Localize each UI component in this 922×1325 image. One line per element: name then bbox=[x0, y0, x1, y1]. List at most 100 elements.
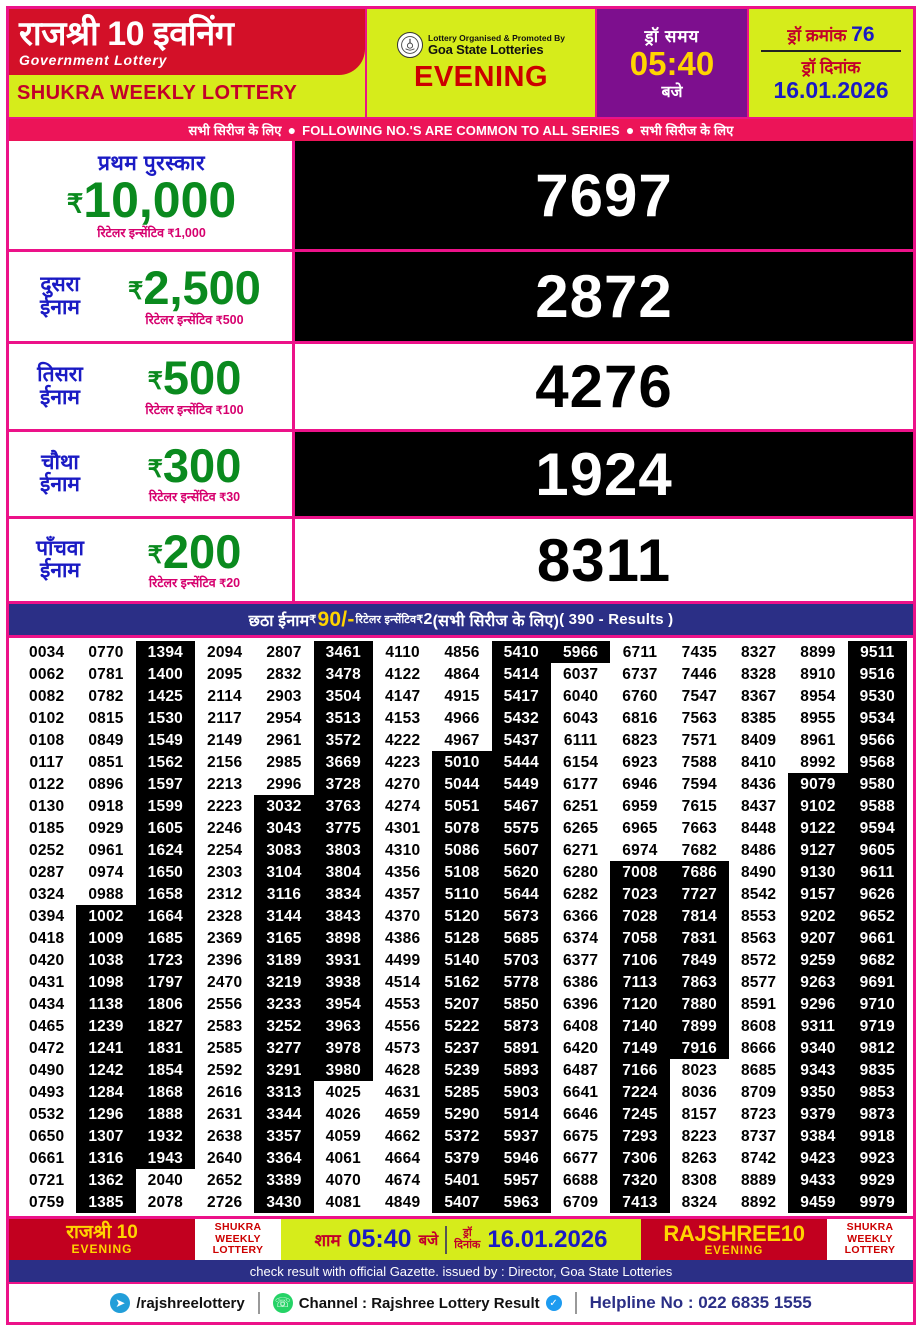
grid-number-cell: 5449 bbox=[491, 773, 551, 795]
prize-third-amount: ₹500 bbox=[148, 354, 242, 401]
prize-first-incentive: रिटेलर इन्सेंटिव ₹1,000 bbox=[97, 224, 206, 241]
grid-number-cell: 9691 bbox=[847, 971, 907, 993]
grid-number-cell: 9682 bbox=[847, 949, 907, 971]
grid-number-cell: 2807 bbox=[254, 641, 314, 663]
grid-number-cell: 6265 bbox=[550, 817, 611, 839]
grid-number-cell: 3572 bbox=[313, 729, 373, 751]
grid-number-cell: 6374 bbox=[550, 927, 611, 949]
grid-number-cell: 8542 bbox=[728, 883, 789, 905]
grid-number-cell: 3843 bbox=[313, 905, 373, 927]
grid-number-cell: 9918 bbox=[847, 1125, 907, 1147]
grid-number-cell: 6154 bbox=[550, 751, 611, 773]
result-card: राजश्री 10 इवनिंग Government Lottery SHU… bbox=[6, 6, 916, 1325]
grid-number-cell: 1549 bbox=[135, 729, 195, 751]
grid-number-cell: 8737 bbox=[728, 1125, 789, 1147]
goa-organiser-row: Lottery Organised & Promoted By Goa Stat… bbox=[397, 32, 565, 58]
grid-number-cell: 9710 bbox=[847, 993, 907, 1015]
grid-number-cell: 8591 bbox=[728, 993, 789, 1015]
grid-row: 0062 0781 1400 2095 2832 3478 4122 4864 5414 6037… bbox=[17, 663, 907, 685]
grid-row: 0418 1009 1685 2369 3165 3898 4386 5128 5685 6374… bbox=[17, 927, 907, 949]
grid-number-cell: 7413 bbox=[610, 1191, 670, 1213]
grid-number-cell: 2213 bbox=[194, 773, 255, 795]
header-brand-block: राजश्री 10 इवनिंग Government Lottery SHU… bbox=[9, 9, 365, 117]
grid-number-cell: 0062 bbox=[17, 663, 77, 685]
grid-number-cell: 1394 bbox=[135, 641, 195, 663]
grid-number-cell: 1009 bbox=[76, 927, 136, 949]
footer-right-weekly-l1: SHUKRA bbox=[846, 1220, 894, 1233]
grid-number-cell: 8685 bbox=[728, 1059, 789, 1081]
grid-number-cell: 3461 bbox=[313, 641, 373, 663]
grid-number-cell: 4222 bbox=[372, 729, 433, 751]
grid-number-cell: 0034 bbox=[17, 641, 77, 663]
evening-label: EVENING bbox=[413, 61, 549, 93]
grid-number-cell: 9202 bbox=[788, 905, 848, 927]
grid-number-cell: 5162 bbox=[432, 971, 492, 993]
grid-number-cell: 6386 bbox=[550, 971, 611, 993]
telegram-link[interactable]: ➤ /rajshreelottery bbox=[110, 1293, 245, 1313]
grid-number-cell: 9263 bbox=[788, 971, 848, 993]
grid-number-cell: 0465 bbox=[17, 1015, 77, 1037]
grid-number-cell: 1943 bbox=[135, 1147, 195, 1169]
grid-number-cell: 0418 bbox=[17, 927, 77, 949]
grid-number-cell: 4553 bbox=[372, 993, 433, 1015]
grid-number-cell: 2903 bbox=[254, 685, 314, 707]
whatsapp-link[interactable]: ☏ Channel : Rajshree Lottery Result ✓ bbox=[272, 1293, 562, 1313]
grid-number-cell: 6675 bbox=[550, 1125, 611, 1147]
grid-number-cell: 1658 bbox=[135, 883, 195, 905]
grid-number-cell: 3728 bbox=[313, 773, 373, 795]
grid-number-cell: 4386 bbox=[372, 927, 433, 949]
grid-number-cell: 9511 bbox=[847, 641, 907, 663]
prize-row-first: प्रथम पुरस्कार ₹10,000 रिटेलर इन्सेंटिव … bbox=[9, 141, 913, 249]
grid-number-cell: 6282 bbox=[550, 883, 611, 905]
grid-number-cell: 1530 bbox=[135, 707, 195, 729]
grid-number-cell: 6040 bbox=[550, 685, 611, 707]
grid-number-cell: 4070 bbox=[313, 1169, 373, 1191]
grid-number-cell: 5051 bbox=[432, 795, 492, 817]
common-banner-left-hi: सभी सिरीज के लिए bbox=[188, 123, 282, 138]
grid-number-cell: 8955 bbox=[788, 707, 848, 729]
grid-number-cell: 3291 bbox=[254, 1059, 314, 1081]
grid-number-cell: 6965 bbox=[610, 817, 670, 839]
grid-number-cell: 8892 bbox=[728, 1191, 789, 1213]
grid-number-cell: 9423 bbox=[788, 1147, 848, 1169]
grid-number-cell: 8409 bbox=[728, 729, 789, 751]
grid-number-cell: 8553 bbox=[728, 905, 789, 927]
prize-row-second: दुसरा ईनाम ₹2,500 रिटेलर इन्सेंटिव ₹500 … bbox=[9, 249, 913, 341]
sixth-series-note: (सभी सिरीज के लिए) bbox=[432, 612, 560, 630]
grid-number-cell: 3032 bbox=[254, 795, 314, 817]
grid-number-cell: 7435 bbox=[669, 641, 729, 663]
footer-right-weekly: SHUKRA WEEKLY LOTTERY bbox=[827, 1219, 913, 1260]
grid-number-cell: 0394 bbox=[17, 905, 77, 927]
grid-number-cell: 0896 bbox=[76, 773, 136, 795]
grid-row: 0034 0770 1394 2094 2807 3461 4110 4856 5410 5966… bbox=[17, 641, 907, 663]
grid-number-cell: 9929 bbox=[847, 1169, 907, 1191]
grid-number-cell: 0287 bbox=[17, 861, 77, 883]
grid-number-cell: 3834 bbox=[313, 883, 373, 905]
grid-number-cell: 1624 bbox=[135, 839, 195, 861]
divider bbox=[574, 1292, 577, 1314]
prize-fifth-name-l1: पाँचवा bbox=[36, 536, 84, 560]
grid-row: 0108 0849 1549 2149 2961 3572 4222 4967 5437 6111… bbox=[17, 729, 907, 751]
grid-number-cell: 0185 bbox=[17, 817, 77, 839]
grid-number-cell: 4556 bbox=[372, 1015, 433, 1037]
grid-number-cell: 5644 bbox=[491, 883, 551, 905]
footer-right-weekly-l2: WEEKLY bbox=[847, 1232, 893, 1245]
rupee-icon: ₹ bbox=[215, 314, 223, 327]
grid-number-cell: 7224 bbox=[610, 1081, 670, 1103]
prize-first-amount-value: 10,000 bbox=[83, 171, 237, 228]
grid-number-cell: 9311 bbox=[788, 1015, 848, 1037]
grid-number-cell: 0918 bbox=[76, 795, 136, 817]
grid-number-cell: 5237 bbox=[432, 1037, 492, 1059]
prize-third-name-l1: तिसरा bbox=[37, 363, 83, 387]
grid-number-cell: 5607 bbox=[491, 839, 551, 861]
grid-number-cell: 9259 bbox=[788, 949, 848, 971]
grid-number-cell: 4370 bbox=[372, 905, 433, 927]
goa-text-group: Lottery Organised & Promoted By Goa Stat… bbox=[428, 33, 565, 57]
grid-number-cell: 2954 bbox=[254, 707, 314, 729]
grid-number-cell: 4514 bbox=[372, 971, 433, 993]
grid-number-cell: 0130 bbox=[17, 795, 77, 817]
grid-number-cell: 9853 bbox=[847, 1081, 907, 1103]
grid-row: 0465 1239 1827 2583 3252 3963 4556 5222 5873 6408… bbox=[17, 1015, 907, 1037]
grid-number-cell: 5128 bbox=[432, 927, 492, 949]
grid-number-cell: 7028 bbox=[610, 905, 670, 927]
